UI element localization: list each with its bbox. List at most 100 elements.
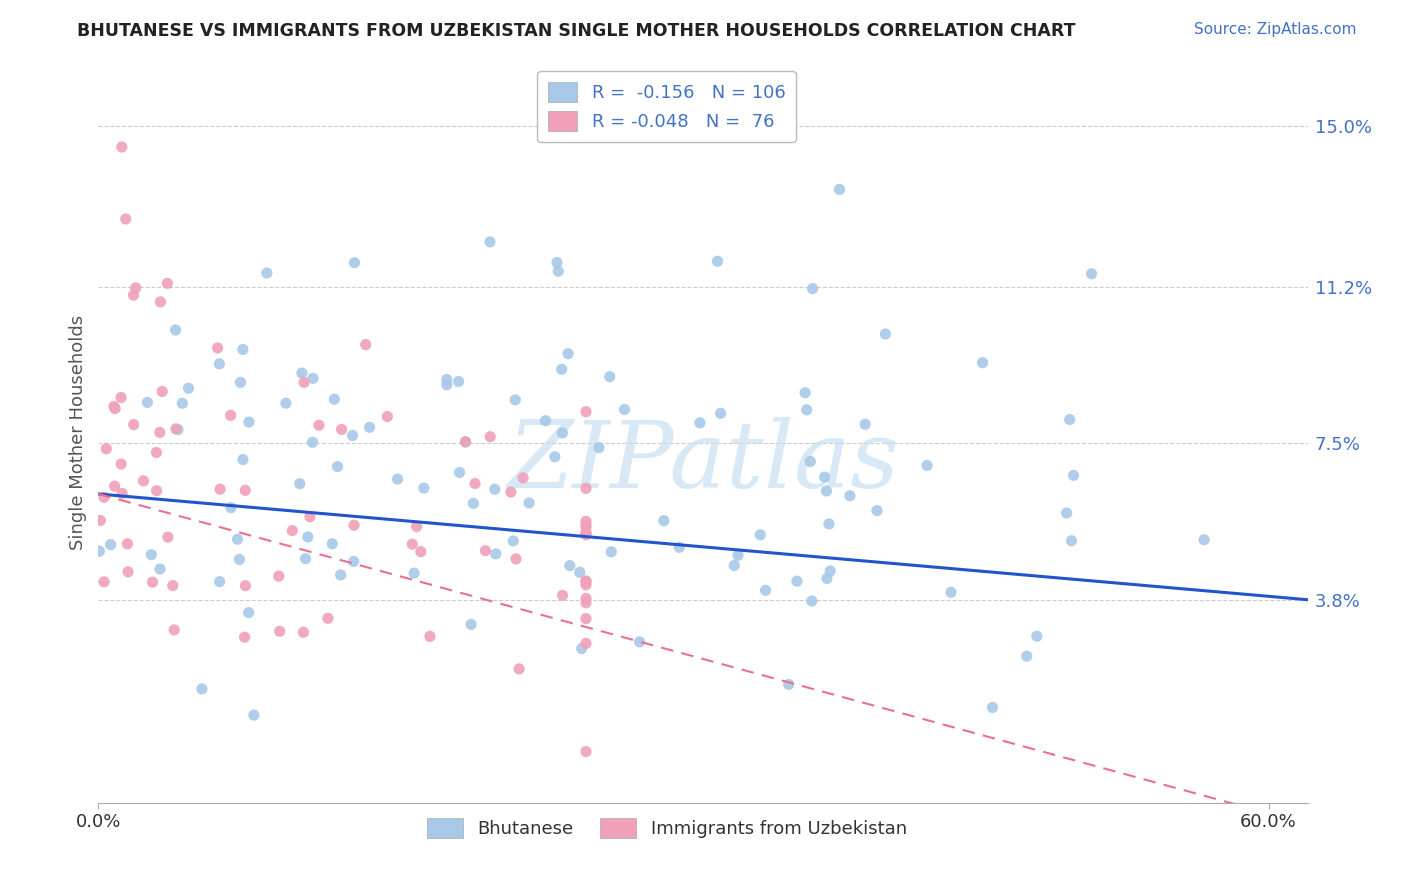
Point [114, 211, 136, 226]
Point [321, 537, 343, 551]
Point [551, 425, 574, 440]
Point [292, 625, 315, 640]
Text: ZIPatlas: ZIPatlas [508, 417, 898, 508]
Point [281, 524, 304, 538]
Point [517, 496, 540, 510]
Point [89, 513, 111, 527]
Point [628, 635, 651, 649]
Point [479, 430, 502, 444]
Point [235, 579, 257, 593]
Point [412, 481, 434, 495]
Point [1060, 533, 1083, 548]
Point [401, 537, 423, 551]
Point [799, 454, 821, 468]
Point [689, 416, 711, 430]
Point [436, 377, 458, 392]
Point [375, 409, 398, 424]
Point [177, 381, 200, 395]
Point [575, 574, 598, 589]
Point [238, 606, 260, 620]
Point [238, 415, 260, 429]
Point [558, 558, 581, 573]
Point [256, 266, 278, 280]
Point [117, 537, 139, 551]
Point [343, 256, 366, 270]
Point [409, 544, 432, 558]
Point [786, 574, 808, 589]
Point [93, 490, 115, 504]
Point [575, 527, 598, 541]
Point [706, 254, 728, 268]
Point [208, 357, 231, 371]
Point [1063, 468, 1085, 483]
Point [93, 574, 115, 589]
Point [588, 441, 610, 455]
Point [132, 474, 155, 488]
Point [292, 376, 315, 390]
Point [1015, 649, 1038, 664]
Point [110, 391, 132, 405]
Point [298, 509, 321, 524]
Point [814, 470, 837, 484]
Point [419, 629, 441, 643]
Point [122, 288, 145, 302]
Point [866, 503, 889, 517]
Point [796, 402, 818, 417]
Legend: Bhutanese, Immigrants from Uzbekistan: Bhutanese, Immigrants from Uzbekistan [419, 811, 914, 846]
Point [512, 471, 534, 485]
Point [291, 366, 314, 380]
Point [104, 479, 127, 493]
Point [110, 457, 132, 471]
Point [575, 520, 598, 534]
Point [668, 541, 690, 555]
Point [503, 392, 526, 407]
Point [149, 425, 172, 440]
Point [544, 450, 567, 464]
Point [288, 476, 311, 491]
Point [232, 452, 254, 467]
Point [219, 409, 242, 423]
Point [575, 745, 598, 759]
Point [839, 489, 862, 503]
Point [981, 700, 1004, 714]
Point [546, 255, 568, 269]
Point [815, 483, 838, 498]
Point [463, 496, 485, 510]
Point [575, 518, 598, 533]
Point [454, 434, 477, 449]
Point [167, 423, 190, 437]
Point [162, 578, 184, 592]
Point [818, 564, 841, 578]
Point [302, 371, 325, 385]
Point [191, 681, 214, 696]
Point [1059, 412, 1081, 426]
Point [329, 568, 352, 582]
Point [575, 514, 598, 528]
Point [100, 537, 122, 551]
Point [297, 530, 319, 544]
Point [575, 636, 598, 650]
Point [163, 623, 186, 637]
Point [557, 347, 579, 361]
Point [103, 400, 125, 414]
Point [343, 554, 366, 568]
Point [405, 519, 427, 533]
Point [354, 337, 377, 351]
Point [915, 458, 938, 473]
Point [232, 343, 254, 357]
Point [464, 476, 486, 491]
Point [141, 575, 163, 590]
Point [209, 482, 232, 496]
Point [710, 406, 733, 420]
Point [104, 401, 127, 416]
Point [165, 422, 187, 436]
Point [575, 527, 598, 541]
Point [149, 294, 172, 309]
Point [89, 544, 111, 558]
Point [156, 530, 179, 544]
Point [575, 591, 598, 606]
Point [243, 708, 266, 723]
Point [575, 612, 598, 626]
Point [141, 548, 163, 562]
Point [436, 372, 458, 386]
